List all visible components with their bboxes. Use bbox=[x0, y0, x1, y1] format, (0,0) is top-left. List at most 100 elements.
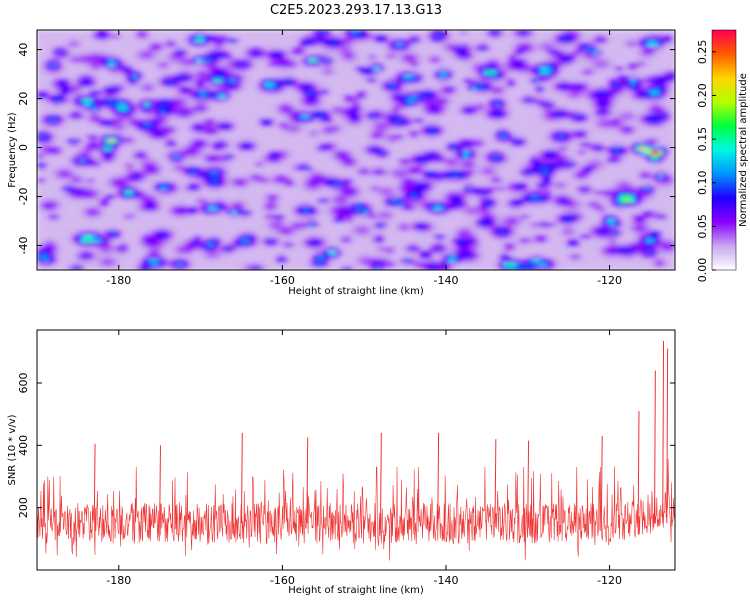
heatmap-cell bbox=[471, 186, 477, 191]
heatmap-cell bbox=[80, 202, 86, 207]
heatmap-cell bbox=[471, 258, 477, 263]
heatmap-cell bbox=[419, 174, 425, 179]
heatmap-cell bbox=[128, 146, 134, 151]
heatmap-cell bbox=[356, 258, 361, 263]
heatmap-cell bbox=[164, 218, 170, 223]
heatmap-cell bbox=[555, 202, 560, 207]
heatmap-cell bbox=[308, 246, 313, 251]
heatmap-cell bbox=[192, 258, 198, 263]
heatmap-cell bbox=[208, 234, 214, 239]
heatmap-cell bbox=[403, 162, 409, 167]
heatmap-cell bbox=[635, 150, 640, 155]
heatmap-cell bbox=[411, 242, 417, 247]
heatmap-cell bbox=[415, 222, 421, 227]
heatmap-cell bbox=[92, 150, 98, 155]
heatmap-cell bbox=[312, 250, 317, 255]
heatmap-cell bbox=[487, 170, 493, 175]
heatmap-cell bbox=[443, 214, 449, 219]
heatmap-cell bbox=[499, 210, 505, 215]
heatmap-cell bbox=[583, 206, 588, 211]
heatmap-cell bbox=[571, 186, 576, 191]
heatmap-cell bbox=[579, 146, 584, 151]
heatmap-cell bbox=[124, 242, 130, 247]
heatmap-cell bbox=[64, 254, 70, 259]
heatmap-cell bbox=[72, 186, 78, 191]
heatmap-cell bbox=[196, 202, 202, 207]
heatmap-cell bbox=[88, 186, 94, 191]
heatmap-cell bbox=[639, 146, 644, 151]
heatmap-cell bbox=[535, 234, 541, 239]
heatmap-cell bbox=[535, 150, 541, 155]
heatmap-cell bbox=[288, 158, 293, 163]
heatmap-cell bbox=[647, 254, 652, 259]
heatmap-cell bbox=[543, 182, 548, 187]
heatmap-cell bbox=[395, 154, 401, 159]
heatmap-cell bbox=[391, 166, 397, 171]
heatmap-cell bbox=[459, 210, 465, 215]
heatmap-cell bbox=[284, 258, 289, 263]
heatmap-cell bbox=[212, 258, 218, 263]
heatmap-cell bbox=[459, 258, 465, 263]
heatmap-cell bbox=[423, 190, 429, 195]
heatmap-cell bbox=[204, 262, 210, 267]
heatmap-cell bbox=[411, 222, 417, 227]
heatmap-cell bbox=[100, 250, 106, 255]
heatmap-cell bbox=[120, 178, 126, 183]
heatmap-cell bbox=[659, 158, 664, 163]
heatmap-cell bbox=[539, 190, 545, 195]
heatmap-cell bbox=[419, 222, 425, 227]
heatmap-cell bbox=[308, 146, 313, 151]
heatmap-cell bbox=[431, 190, 437, 195]
heatmap-cell bbox=[639, 198, 644, 203]
heatmap-cell bbox=[559, 162, 564, 167]
heatmap-cell bbox=[515, 202, 521, 207]
heatmap-cell bbox=[324, 222, 329, 227]
heatmap-cell bbox=[112, 250, 118, 255]
heatmap-cell bbox=[212, 174, 218, 179]
heatmap-cell bbox=[72, 162, 78, 167]
heatmap-cell bbox=[240, 250, 245, 255]
heatmap-cell bbox=[519, 154, 525, 159]
heatmap-cell bbox=[316, 202, 321, 207]
heatmap-cell bbox=[352, 234, 357, 239]
heatmap-cell bbox=[316, 230, 321, 235]
heatmap-cell bbox=[124, 210, 130, 215]
heatmap-cell bbox=[316, 250, 321, 255]
heatmap-cell bbox=[427, 182, 433, 187]
heatmap-cell bbox=[44, 174, 50, 179]
heatmap-cell bbox=[84, 210, 90, 215]
heatmap-cell bbox=[180, 258, 186, 263]
heatmap-cell bbox=[324, 146, 329, 151]
heatmap-cell bbox=[288, 238, 293, 243]
heatmap-cell bbox=[463, 262, 469, 267]
heatmap-cell bbox=[519, 162, 525, 167]
heatmap-cell bbox=[60, 214, 66, 219]
heatmap-cell bbox=[503, 254, 509, 259]
heatmap-cell bbox=[571, 262, 576, 267]
heatmap-cell bbox=[423, 194, 429, 199]
heatmap-cell bbox=[619, 238, 624, 243]
heatmap-cell bbox=[555, 250, 560, 255]
heatmap-cell bbox=[316, 198, 321, 203]
heatmap-cell bbox=[56, 182, 62, 187]
heatmap-cell bbox=[120, 254, 126, 259]
heatmap-cell bbox=[519, 190, 525, 195]
heatmap-cell bbox=[379, 262, 385, 267]
heatmap-cell bbox=[48, 238, 54, 243]
heatmap-cell bbox=[627, 222, 632, 227]
heatmap-cell bbox=[64, 186, 70, 191]
heatmap-cell bbox=[367, 174, 373, 179]
heatmap-cell bbox=[212, 166, 218, 171]
heatmap-cell bbox=[423, 238, 429, 243]
heatmap-cell bbox=[204, 230, 210, 235]
heatmap-cell bbox=[475, 206, 481, 211]
heatmap-cell bbox=[288, 254, 293, 259]
heatmap-cell bbox=[507, 166, 513, 171]
heatmap-cell bbox=[300, 250, 305, 255]
heatmap-cell bbox=[252, 162, 257, 167]
heatmap-cell bbox=[152, 218, 158, 223]
heatmap-cell bbox=[627, 262, 632, 267]
heatmap-cell bbox=[296, 226, 301, 231]
heatmap-cell bbox=[140, 250, 146, 255]
heatmap-cell bbox=[439, 230, 445, 235]
